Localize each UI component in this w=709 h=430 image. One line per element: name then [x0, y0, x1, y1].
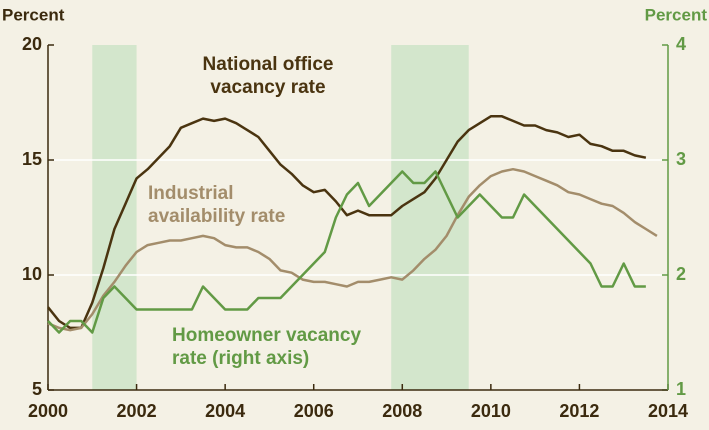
recession-shade [92, 45, 137, 390]
y2-axis-label: Percent [645, 5, 708, 24]
series-line [47, 167, 658, 332]
x-tick-label: 2008 [382, 401, 422, 421]
annotation: vacancy rate [210, 77, 325, 98]
x-tick-label: 2012 [559, 401, 599, 421]
annotation: rate (right axis) [172, 348, 309, 369]
y-tick-label: 15 [22, 149, 42, 169]
y2-tick-label: 1 [676, 379, 686, 399]
x-tick-label: 2004 [205, 401, 245, 421]
x-tick-label: 2002 [117, 401, 157, 421]
series-line [47, 170, 646, 334]
y2-tick-label: 2 [676, 264, 686, 284]
x-tick-label: 2014 [648, 401, 688, 421]
annotation: Industrial [148, 183, 234, 204]
y-tick-label: 20 [22, 34, 42, 54]
y-axis-label: Percent [2, 5, 65, 24]
x-tick-label: 2006 [294, 401, 334, 421]
y2-tick-label: 4 [676, 34, 686, 54]
x-tick-label: 2010 [471, 401, 511, 421]
x-tick-label: 2000 [28, 401, 68, 421]
series-line [47, 115, 647, 330]
y-tick-label: 5 [32, 379, 42, 399]
annotation: Homeowner vacancy [172, 325, 361, 346]
y-tick-label: 10 [22, 264, 42, 284]
y2-tick-label: 3 [676, 149, 686, 169]
annotation: National office [203, 54, 334, 75]
annotation: availability rate [148, 206, 285, 227]
